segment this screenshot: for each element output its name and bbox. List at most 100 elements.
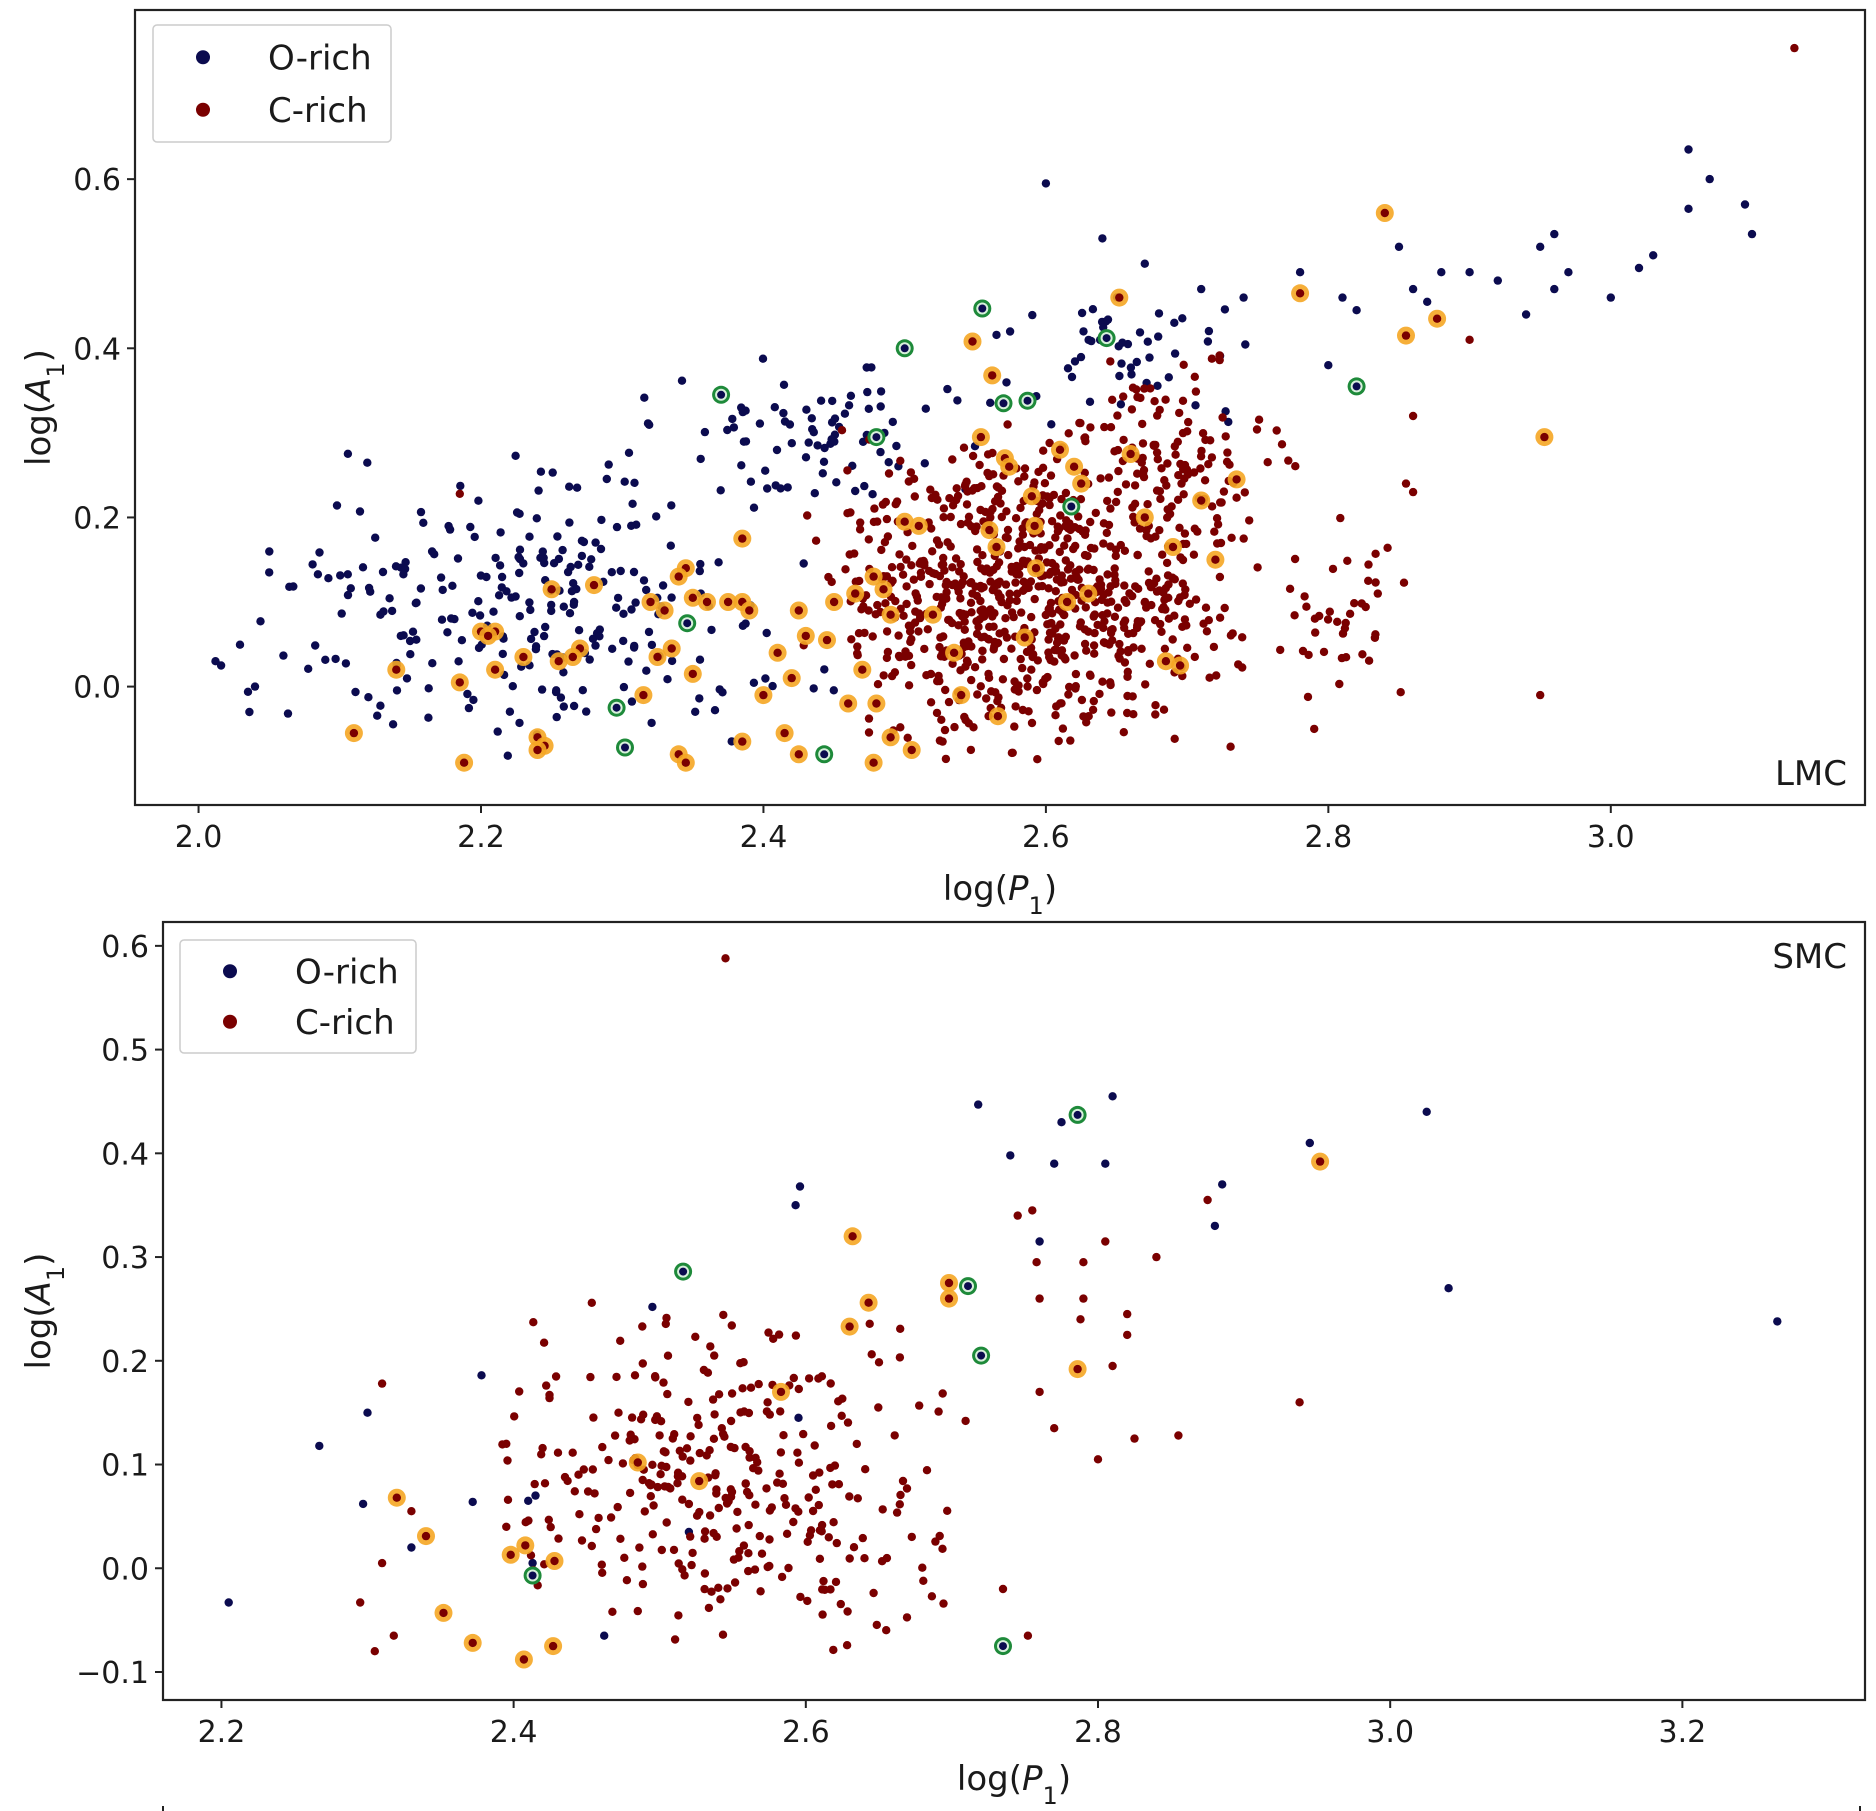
smc-c-rich-point (808, 1506, 818, 1516)
lmc-c-rich-point (948, 580, 957, 590)
lmc-c-rich-point (1027, 665, 1036, 674)
lmc-c-rich-point (1399, 578, 1409, 587)
smc-o-rich-point (795, 1182, 805, 1191)
lmc-c-rich-point (1043, 672, 1052, 682)
lmc-o-rich-point (1203, 337, 1213, 346)
lmc-c-rich-point (1062, 597, 1072, 607)
smc-c-rich-point (553, 1448, 563, 1457)
lmc-o-rich-point (1079, 327, 1088, 336)
lmc-c-rich-point (1263, 458, 1272, 467)
lmc-c-rich-point (1069, 544, 1078, 554)
lmc-c-rich-point (1003, 601, 1012, 610)
lmc-o-rich-point (1143, 337, 1153, 346)
lmc-o-rich-point (399, 570, 408, 579)
smc-c-rich-point (407, 1507, 416, 1516)
smc-c-rich-point (1023, 1631, 1033, 1640)
lmc-o-rich-point (454, 657, 463, 666)
smc-c-rich-point (720, 1432, 729, 1441)
lmc-c-rich-point (841, 565, 850, 574)
lmc-o-rich-point (511, 592, 520, 601)
lmc-c-rich-point (1011, 578, 1020, 587)
smc-c-rich-point (714, 1503, 723, 1513)
lmc-o-rich-point (376, 701, 385, 710)
lmc-c-rich-point (1151, 532, 1160, 541)
lmc-o-rich-point (624, 657, 633, 666)
lmc-c-rich-point (1071, 669, 1081, 679)
lmc-o-rich-point (245, 707, 254, 717)
lmc-c-rich-point (979, 612, 989, 621)
lmc-o-rich-point (466, 522, 475, 532)
lmc-o-rich-point (761, 674, 770, 683)
lmc-o-rich-point (1408, 284, 1418, 294)
lmc-o-rich-point (591, 538, 600, 547)
lmc-c-rich-point (1020, 633, 1029, 642)
smc-c-rich-point (506, 1550, 515, 1560)
lmc-c-rich-point (1032, 685, 1042, 695)
lmc-c-rich-point (1350, 599, 1359, 608)
lmc-o-rich-point (755, 419, 765, 428)
smc-c-rich-point (1035, 1294, 1044, 1303)
lmc-c-rich-point (459, 758, 469, 767)
lmc-x-tick-label: 2.8 (1304, 820, 1352, 855)
smc-c-rich-point (1076, 1315, 1085, 1324)
smc-legend-box (179, 939, 417, 1054)
smc-c-rich-point (922, 1466, 932, 1475)
lmc-o-rich-point (1197, 284, 1206, 294)
lmc-o-rich-point (463, 689, 472, 699)
lmc-o-rich-point (1098, 234, 1107, 243)
lmc-o-rich-point (1705, 174, 1714, 184)
lmc-o-rich-point (1132, 357, 1142, 367)
smc-o-rich-point (524, 1496, 533, 1506)
lmc-x-ticks: 2.0 2.2 2.4 2.6 2.8 3.0 (175, 805, 1635, 855)
lmc-c-rich-point (1061, 521, 1070, 531)
lmc-c-rich-point (936, 633, 945, 642)
smc-o-rich-point (531, 1491, 540, 1500)
lmc-c-rich-point (864, 728, 874, 737)
lmc-y-axis-label: log(A1) (19, 349, 70, 466)
lmc-o-rich-point (749, 503, 759, 512)
smc-o-rich-point (1006, 1151, 1015, 1160)
lmc-c-rich-point (1130, 481, 1140, 490)
lmc-o-rich-point (341, 659, 351, 668)
lmc-c-rich-point (910, 618, 920, 627)
lmc-c-rich-point (1358, 650, 1367, 659)
lmc-c-rich-point (902, 555, 911, 564)
smc-c-rich-point (1035, 1387, 1044, 1397)
smc-o-rich-point (1108, 1092, 1117, 1101)
lmc-c-rich-point (490, 665, 500, 674)
lmc-c-rich-point (916, 572, 926, 581)
lmc-c-rich-point (1113, 603, 1123, 612)
lmc-c-rich-point (1174, 471, 1183, 480)
lmc-y-tick-label: 0.6 (73, 163, 121, 198)
lmc-c-rich-point (837, 426, 847, 435)
lmc-o-rich-point (371, 533, 380, 542)
lmc-o-rich-point (884, 458, 893, 467)
lmc-c-rich-point (688, 669, 697, 679)
lmc-c-rich-point (882, 627, 892, 636)
lmc-c-rich-point (773, 648, 782, 657)
lmc-c-rich-point (1044, 584, 1053, 593)
lmc-c-rich-point (1158, 604, 1167, 614)
lmc-o-rich-point (761, 466, 770, 475)
lmc-o-rich-point (696, 454, 705, 464)
smc-c-rich-point (831, 1577, 841, 1587)
lmc-c-rich-point (985, 525, 994, 535)
smc-c-rich-point (837, 1411, 846, 1421)
lmc-c-rich-point (1149, 579, 1159, 588)
lmc-y-ticks: 0.0 0.2 0.4 0.6 (73, 163, 135, 706)
smc-c-rich-point (616, 1336, 625, 1346)
smc-o-rich-point (315, 1441, 324, 1451)
smc-c-rich-point (1152, 1252, 1161, 1262)
lmc-o-rich-point (1135, 328, 1145, 337)
lmc-c-rich-point (938, 737, 947, 746)
smc-c-rich-point (597, 1560, 606, 1569)
lmc-o-rich-point (474, 597, 483, 606)
lmc-o-rich-point (1684, 145, 1693, 154)
smc-c-rich-point (789, 1373, 798, 1383)
smc-c-rich-point (711, 1471, 720, 1480)
lmc-c-rich-point (1103, 570, 1112, 579)
lmc-c-rich-point (1095, 575, 1104, 584)
lmc-o-rich-point (574, 560, 583, 569)
lmc-c-rich-point (688, 593, 697, 602)
lmc-c-rich-point (896, 562, 905, 572)
